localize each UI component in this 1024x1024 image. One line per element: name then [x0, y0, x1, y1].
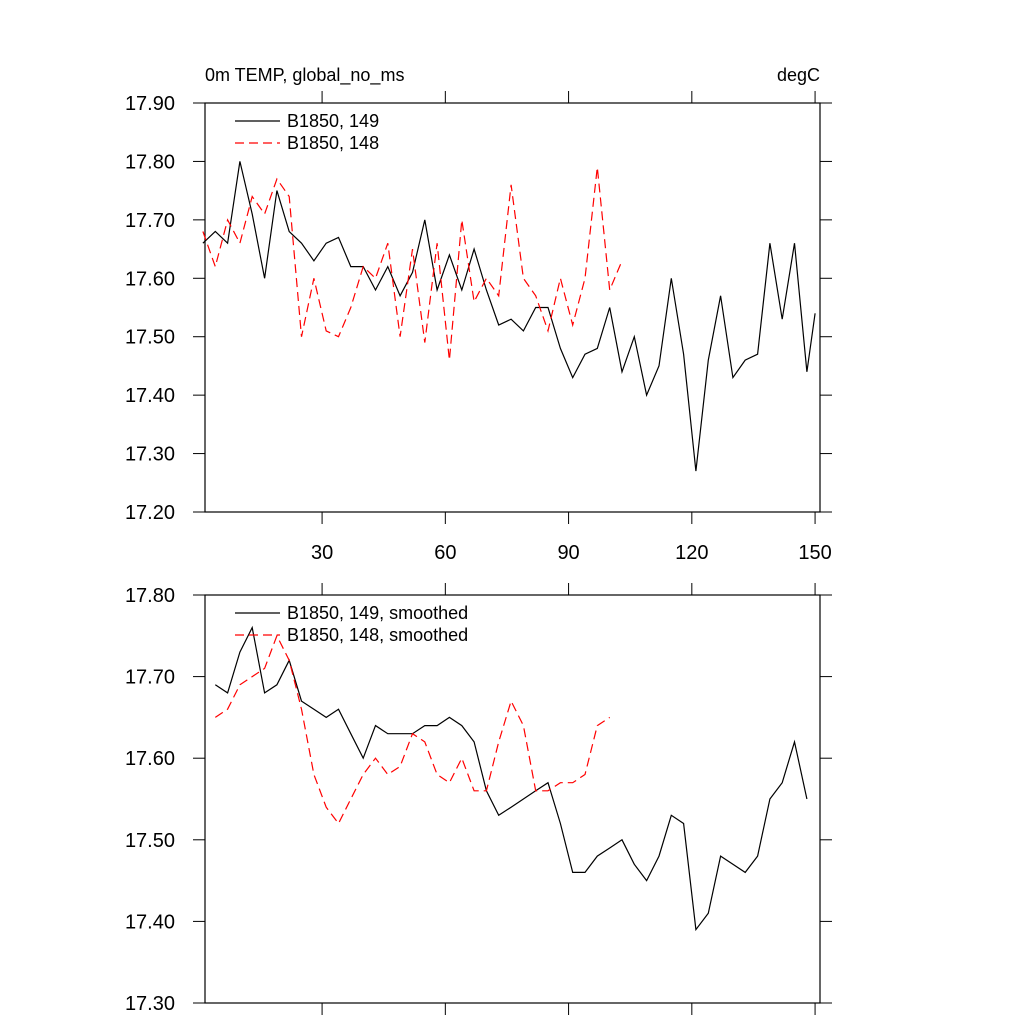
legend-label: B1850, 148 [287, 133, 379, 153]
y-tick-label: 17.80 [125, 151, 175, 173]
x-tick-label: 30 [311, 542, 333, 564]
y-tick-label: 17.70 [125, 667, 175, 689]
y-tick-label: 17.30 [125, 444, 175, 466]
y-tick-label: 17.30 [125, 993, 175, 1015]
plot-frame [204, 102, 821, 513]
legend-label: B1850, 149, smoothed [287, 603, 468, 623]
x-tick-label: 60 [434, 542, 456, 564]
series-line [214, 625, 808, 932]
y-tick-label: 17.20 [125, 502, 175, 524]
series-line [214, 634, 611, 825]
series-line [202, 161, 816, 472]
y-tick-label: 17.40 [125, 911, 175, 933]
y-tick-label: 17.90 [125, 93, 175, 115]
x-tick-label: 120 [675, 542, 708, 564]
chart-title: 0m TEMP, global_no_ms [205, 65, 404, 86]
y-tick-label: 17.40 [125, 385, 175, 407]
x-tick-label: 90 [557, 542, 579, 564]
y-tick-label: 17.50 [125, 327, 175, 349]
legend-label: B1850, 149 [287, 111, 379, 131]
legend-label: B1850, 148, smoothed [287, 625, 468, 645]
x-tick-label: 150 [798, 542, 831, 564]
y-tick-label: 17.60 [125, 748, 175, 770]
plot-frame [204, 594, 821, 1004]
units-label: degC [777, 65, 820, 85]
y-tick-label: 17.50 [125, 830, 175, 852]
y-tick-label: 17.80 [125, 585, 175, 607]
y-tick-label: 17.60 [125, 268, 175, 290]
y-tick-label: 17.70 [125, 210, 175, 232]
series-line [202, 167, 623, 361]
